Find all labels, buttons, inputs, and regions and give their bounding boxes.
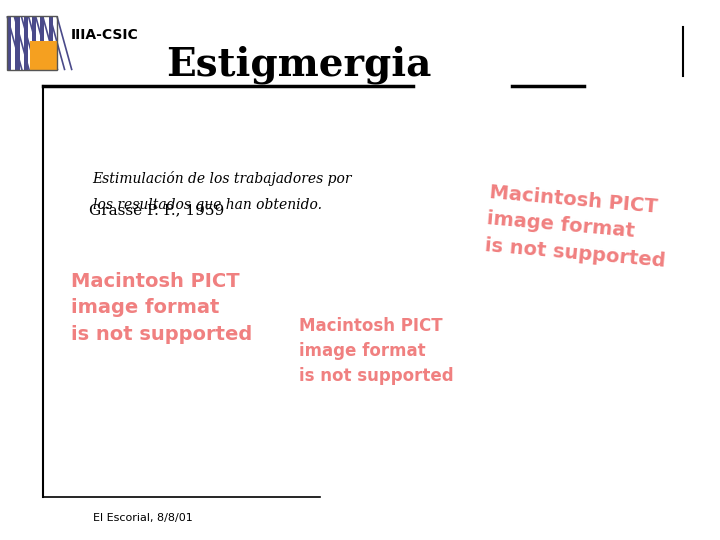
Text: Grassé P. P., 1959: Grassé P. P., 1959 — [89, 204, 224, 218]
Text: IIIA-CSIC: IIIA-CSIC — [71, 28, 139, 42]
FancyBboxPatch shape — [30, 40, 57, 70]
Polygon shape — [53, 16, 57, 70]
Polygon shape — [28, 16, 32, 70]
Polygon shape — [32, 16, 36, 70]
Polygon shape — [45, 16, 49, 70]
Polygon shape — [36, 16, 40, 70]
Text: Macintosh PICT
image format
is not supported: Macintosh PICT image format is not suppo… — [484, 183, 671, 271]
Text: El Escorial, 8/8/01: El Escorial, 8/8/01 — [93, 514, 192, 523]
Polygon shape — [40, 16, 45, 70]
Text: Macintosh PICT
image format
is not supported: Macintosh PICT image format is not suppo… — [299, 317, 454, 385]
Text: Estigmergia: Estigmergia — [166, 45, 431, 84]
Polygon shape — [49, 16, 53, 70]
Polygon shape — [15, 16, 19, 70]
Polygon shape — [7, 16, 12, 70]
Polygon shape — [24, 16, 28, 70]
Text: Estimulación de los trabajadores por: Estimulación de los trabajadores por — [93, 171, 352, 186]
Text: los resultados que han obtenido.: los resultados que han obtenido. — [93, 198, 322, 212]
Bar — [7, 16, 57, 70]
Polygon shape — [19, 16, 24, 70]
Text: Macintosh PICT
image format
is not supported: Macintosh PICT image format is not suppo… — [71, 272, 253, 344]
Polygon shape — [12, 16, 15, 70]
